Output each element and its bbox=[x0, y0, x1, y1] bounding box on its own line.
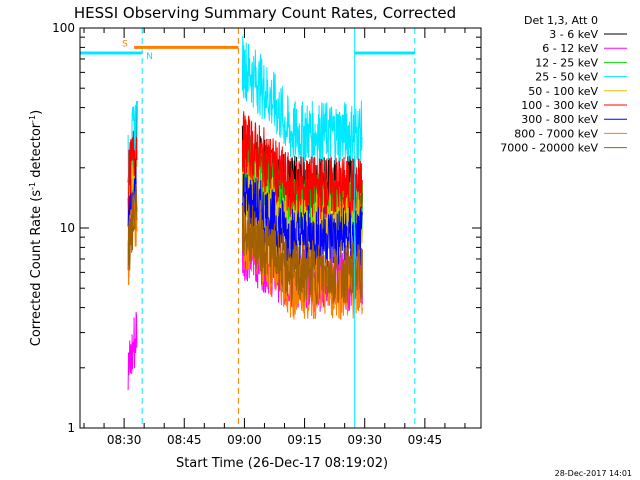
y-label-main: Corrected Count Rate (s bbox=[29, 190, 44, 347]
x-tick-label: 09:15 bbox=[287, 433, 322, 447]
legend-label: 25 - 50 keV bbox=[535, 71, 598, 84]
y-axis-label: Corrected Count Rate (s-1 detector-1) bbox=[28, 110, 44, 346]
x-tick-label: 09:30 bbox=[347, 433, 382, 447]
footer-date: 28-Dec-2017 14:01 bbox=[555, 469, 632, 478]
series-9 bbox=[127, 183, 363, 306]
series-line bbox=[127, 183, 363, 306]
legend-label: 300 - 800 keV bbox=[521, 113, 598, 126]
flag-label: N bbox=[146, 52, 153, 62]
data-layer bbox=[127, 35, 363, 391]
y-label-sup2: -1 bbox=[28, 115, 37, 123]
x-tick-label: 08:30 bbox=[107, 433, 142, 447]
x-tick-label: 09:00 bbox=[227, 433, 262, 447]
y-label-sup1: -1 bbox=[28, 182, 37, 190]
axis-layer: 1 10 100 08:30 08:45 09:00 09:15 09:30 09:45 bbox=[52, 21, 481, 447]
legend-label: 50 - 100 keV bbox=[528, 85, 598, 98]
legend-label: 12 - 25 keV bbox=[535, 56, 598, 69]
y-tick-label: 1 bbox=[67, 421, 75, 435]
y-label-mid: detector bbox=[29, 122, 44, 182]
chart-title: HESSI Observing Summary Count Rates, Cor… bbox=[74, 4, 456, 22]
legend-title: Det 1,3, Att 0 bbox=[524, 14, 598, 27]
legend-label: 6 - 12 keV bbox=[542, 42, 598, 55]
legend-label: 800 - 7000 keV bbox=[514, 127, 598, 140]
legend-label: 3 - 6 keV bbox=[549, 28, 598, 41]
y-tick-label: 100 bbox=[52, 21, 75, 35]
x-axis-label: Start Time (26-Dec-17 08:19:02) bbox=[176, 456, 388, 471]
y-tick-label: 10 bbox=[60, 221, 75, 235]
legend-label: 7000 - 20000 keV bbox=[500, 142, 598, 155]
legend-label: 100 - 300 keV bbox=[521, 99, 598, 112]
x-tick-label: 09:45 bbox=[408, 433, 443, 447]
flag-label: S bbox=[122, 39, 128, 49]
x-tick-label: 08:45 bbox=[167, 433, 202, 447]
y-label-end: ) bbox=[29, 110, 44, 115]
